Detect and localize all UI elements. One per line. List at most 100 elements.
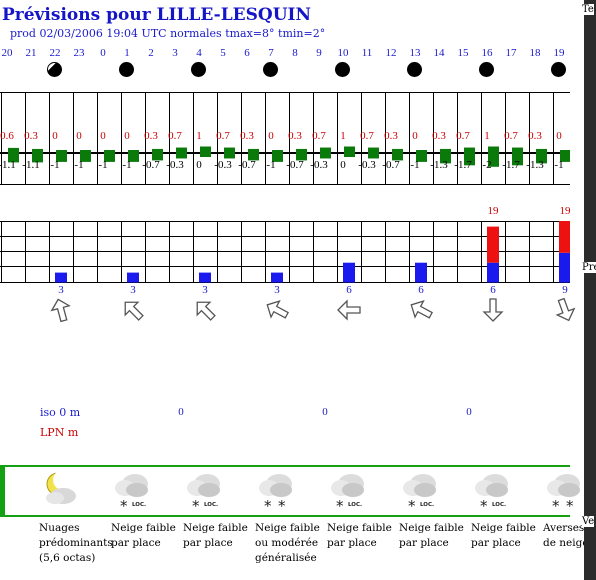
tmin-value: 0 (196, 159, 202, 171)
tmin-bar (416, 153, 427, 162)
tmin-bar (152, 153, 163, 161)
hour-label: 21 (25, 47, 37, 59)
tmax-value: 0.3 (384, 130, 398, 142)
wind-speed-bar (271, 272, 283, 283)
wind-speed-value: 9 (562, 284, 568, 296)
tmax-bar (200, 146, 211, 153)
hour-label: 9 (316, 47, 322, 59)
hour-label: 8 (292, 47, 298, 59)
wind-speed-bar (55, 272, 67, 283)
tmax-bar (392, 148, 403, 153)
moon-phase-icon (551, 62, 566, 77)
snow-cloud-icon: * LOC. (401, 468, 441, 515)
svg-text:*: * (566, 497, 574, 512)
snow-cloud-icon: * LOC. (329, 468, 369, 515)
tmin-value: -0.7 (286, 159, 304, 171)
moon-phase-icon (47, 62, 62, 77)
weather-description: Neige faible par place (399, 522, 464, 549)
tmax-bar (344, 146, 355, 153)
lpn-label: LPN m (40, 426, 79, 439)
tmax-value: 0.7 (504, 130, 518, 142)
tmin-value: -1 (410, 159, 420, 171)
tmin-bar (392, 153, 403, 161)
wind-speed-value: 6 (490, 284, 496, 296)
gust-bar (487, 226, 499, 263)
right-scrollbar[interactable] (584, 0, 596, 580)
hour-label: 10 (337, 47, 349, 59)
tmax-value: 0.3 (144, 130, 158, 142)
tmin-bar (512, 153, 523, 166)
svg-text:LOC.: LOC. (420, 502, 434, 508)
tmin-value: -0.7 (382, 159, 400, 171)
tmax-bar (536, 148, 547, 153)
tmin-value: 0 (340, 159, 346, 171)
tmax-value: 0.7 (168, 130, 182, 142)
tmin-value: -0.3 (214, 159, 232, 171)
tmin-bar (296, 153, 307, 161)
tmax-value: 1 (196, 130, 202, 142)
tmin-bar (8, 153, 19, 163)
wind-speed-value: 3 (130, 284, 136, 296)
tmax-bar (488, 146, 499, 153)
wind-speed-bar (127, 272, 139, 283)
wind-direction-arrow-icon (266, 300, 289, 319)
tmin-value: -1 (266, 159, 276, 171)
svg-text:*: * (192, 497, 200, 512)
svg-text:*: * (120, 497, 128, 512)
tmin-bar (536, 153, 547, 164)
tmax-bar (560, 150, 570, 153)
weather-description: Neige faible ou modérée généralisée (255, 522, 320, 564)
tmax-bar (176, 147, 187, 153)
tmin-value: -1.1 (22, 159, 40, 171)
weather-description: Neige faible par place (111, 522, 176, 549)
hour-label: 2 (148, 47, 154, 59)
tmin-value: -1.3 (430, 159, 448, 171)
hour-label: 12 (385, 47, 397, 59)
tmin-bar (32, 153, 43, 163)
tmin-value: -1 (50, 159, 60, 171)
snow-cloud-icon: * LOC. (185, 468, 225, 515)
weather-description: Neige faible par place (327, 522, 392, 549)
wind-direction-arrow-icon (50, 298, 71, 323)
moon-phase-icon (191, 62, 206, 77)
hour-label: 19 (553, 47, 565, 59)
tmin-value: -0.7 (142, 159, 160, 171)
tmax-value: 1 (484, 130, 490, 142)
tmin-bar (248, 153, 259, 161)
tmin-value: -1 (122, 159, 132, 171)
tmin-value: -1.7 (502, 159, 520, 171)
snow-cloud-icon: * * (545, 468, 585, 515)
tmax-bar (152, 148, 163, 153)
wind-speed-bar (487, 262, 499, 283)
tmax-bar (248, 148, 259, 153)
moon-phase-icon (263, 62, 278, 77)
tmin-value: -1.1 (0, 159, 16, 171)
svg-text:*: * (264, 497, 272, 512)
tmax-bar (464, 147, 475, 153)
tmin-value: -0.3 (166, 159, 184, 171)
snow-cloud-icon: * LOC. (113, 468, 153, 515)
tmax-value: 0.7 (360, 130, 374, 142)
tmin-bar (464, 153, 475, 166)
iso-zero-value: 0 (322, 406, 328, 418)
hour-label: 16 (481, 47, 493, 59)
tmin-bar (200, 153, 211, 157)
hour-label: 13 (409, 47, 421, 59)
tmin-value: -1 (98, 159, 108, 171)
wind-direction-arrow-icon (482, 298, 504, 322)
svg-text:LOC.: LOC. (492, 502, 506, 508)
tmax-bar (104, 150, 115, 153)
hour-label: 4 (196, 47, 202, 59)
tmax-value: 0.7 (312, 130, 326, 142)
svg-text:LOC.: LOC. (132, 502, 146, 508)
svg-text:*: * (480, 497, 488, 512)
tmax-value: 0.7 (216, 130, 230, 142)
svg-text:*: * (336, 497, 344, 512)
iso-zero-label: iso 0 m (40, 406, 81, 419)
iso-zero-value: 0 (466, 406, 472, 418)
tmin-value: -1 (554, 159, 564, 171)
tmax-value: 0 (268, 130, 274, 142)
svg-text:*: * (278, 497, 286, 512)
tmax-value: 0.3 (288, 130, 302, 142)
hour-label: 0 (100, 47, 106, 59)
